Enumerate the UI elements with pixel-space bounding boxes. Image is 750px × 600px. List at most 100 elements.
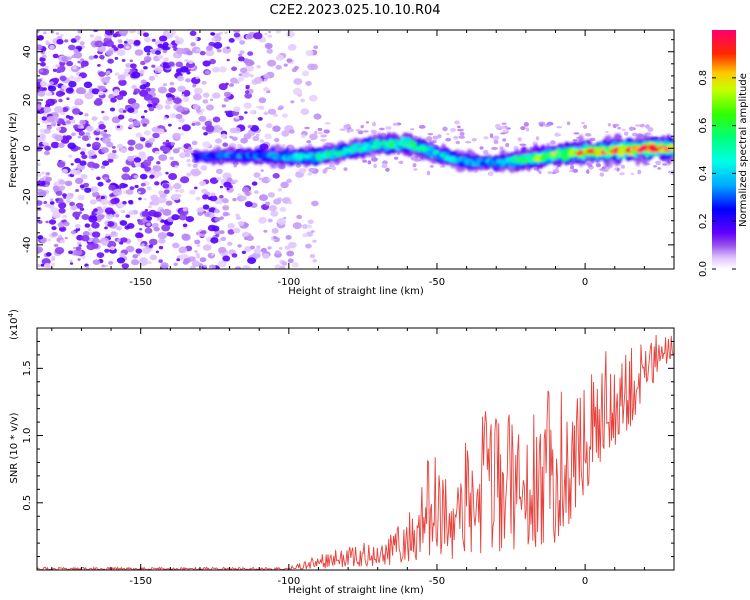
noise-speckle (449, 127, 457, 133)
noise-speckle (74, 101, 79, 106)
noise-speckle (279, 265, 286, 269)
colorbar: 0.0 0.2 0.4 0.6 0.8 Normalized spectral ampl… (698, 30, 749, 277)
noise-speckle (312, 239, 317, 243)
x-tick-label: -150 (129, 576, 152, 587)
noise-speckle (162, 208, 172, 216)
noise-speckle (49, 201, 55, 205)
noise-speckle (45, 220, 49, 224)
noise-speckle (632, 132, 638, 137)
noise-speckle (263, 87, 270, 92)
noise-speckle (382, 163, 387, 168)
noise-speckle (141, 247, 151, 254)
noise-speckle (662, 163, 667, 166)
noise-speckle (120, 148, 127, 154)
noise-speckle (204, 212, 211, 217)
noise-speckle (210, 253, 215, 256)
noise-speckle (51, 258, 55, 261)
noise-speckle (163, 116, 168, 120)
noise-speckle (206, 104, 214, 111)
noise-speckle (68, 80, 77, 88)
noise-speckle (617, 126, 622, 130)
x-tick-label: 0 (582, 277, 588, 288)
noise-speckle (91, 88, 100, 95)
noise-speckle (62, 135, 67, 139)
noise-speckle (66, 56, 72, 61)
noise-speckle (45, 252, 52, 257)
noise-speckle (373, 163, 377, 169)
noise-speckle (550, 140, 556, 145)
noise-speckle (588, 163, 593, 168)
noise-speckle (101, 147, 109, 154)
noise-speckle (189, 150, 194, 154)
noise-speckle (54, 84, 58, 87)
noise-speckle (131, 259, 140, 266)
noise-speckle (322, 169, 327, 174)
noise-speckle (246, 34, 253, 39)
noise-speckle (237, 221, 245, 226)
noise-speckle (187, 163, 192, 167)
noise-speckle (291, 262, 299, 268)
noise-speckle (250, 124, 259, 132)
noise-speckle (66, 60, 74, 67)
noise-speckle (226, 177, 233, 183)
noise-speckle (148, 244, 154, 248)
noise-speckle (208, 207, 216, 213)
noise-speckle (52, 53, 59, 59)
noise-speckle (211, 37, 216, 42)
noise-speckle (154, 74, 159, 77)
noise-speckle (277, 188, 283, 192)
noise-speckle (178, 246, 188, 254)
noise-speckle (100, 198, 109, 206)
noise-speckle (233, 179, 239, 183)
noise-speckle (432, 139, 437, 144)
noise-speckle (133, 39, 141, 46)
colorbar-tick-label: 0.2 (698, 213, 709, 229)
noise-speckle (154, 223, 159, 227)
noise-speckle (42, 141, 48, 146)
noise-speckle (91, 222, 100, 229)
noise-speckle (267, 108, 277, 115)
noise-speckle (74, 158, 81, 164)
noise-speckle (86, 143, 91, 147)
noise-speckle (219, 230, 225, 235)
noise-speckle (301, 70, 310, 77)
noise-speckle (117, 143, 124, 149)
noise-speckle (104, 30, 115, 36)
ridge-blob (408, 141, 417, 147)
noise-speckle (194, 37, 198, 40)
noise-speckle (198, 115, 207, 122)
noise-speckle (193, 93, 202, 101)
noise-speckle (247, 124, 253, 129)
noise-speckle (432, 135, 439, 140)
noise-speckle (246, 235, 254, 241)
noise-speckle (80, 125, 85, 129)
noise-speckle (300, 108, 310, 115)
noise-speckle (253, 172, 261, 178)
noise-speckle (201, 126, 207, 130)
noise-speckle (217, 260, 227, 268)
noise-speckle (308, 167, 316, 173)
noise-speckle (69, 259, 73, 263)
noise-speckle (41, 116, 48, 121)
noise-speckle (153, 165, 157, 169)
noise-speckle (100, 196, 105, 200)
noise-speckle (66, 97, 70, 100)
noise-speckle (202, 141, 211, 148)
noise-speckle (258, 177, 263, 181)
noise-speckle (69, 262, 74, 265)
noise-speckle (48, 219, 57, 225)
noise-speckle (221, 198, 229, 204)
noise-speckle (219, 194, 224, 199)
noise-speckle (271, 228, 279, 234)
noise-speckle (107, 58, 114, 64)
figure-title: C2E2.2023.025.10.10.R04 (269, 3, 440, 18)
noise-speckle (491, 146, 498, 151)
noise-speckle (264, 42, 273, 50)
noise-speckle (77, 194, 85, 201)
noise-speckle (138, 151, 146, 157)
noise-speckle (236, 128, 241, 132)
noise-speckle (107, 152, 116, 160)
noise-speckle (655, 160, 661, 164)
noise-speckle (84, 223, 91, 228)
noise-speckle (165, 139, 170, 143)
